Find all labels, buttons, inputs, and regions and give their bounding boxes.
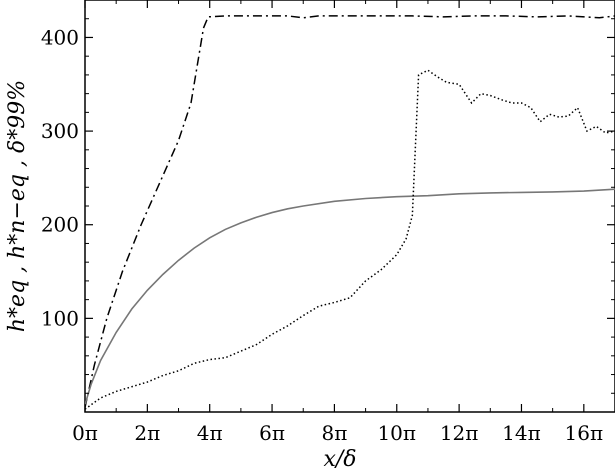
series-line-solid — [85, 188, 615, 405]
x-ticks: 0π 2π 4π 6π 8π 10π 12π 14π 16π — [72, 0, 603, 445]
x-tick-label: 2π — [134, 421, 160, 445]
x-tick-label: 4π — [197, 421, 223, 445]
x-tick-label: 0π — [72, 421, 98, 445]
x-tick-label: 14π — [502, 421, 541, 445]
y-tick-label: 400 — [41, 25, 79, 49]
series-line-dash-dot — [85, 15, 615, 408]
series-line-dotted — [85, 69, 615, 410]
y-ticks: 100 200 300 400 — [41, 18, 615, 394]
x-tick-label: 6π — [259, 421, 285, 445]
x-tick-label: 8π — [321, 421, 347, 445]
plot-frame — [84, 0, 615, 413]
y-tick-label: 200 — [41, 213, 79, 237]
series-layer — [85, 15, 615, 410]
x-tick-label: 16π — [565, 421, 604, 445]
x-tick-label: 10π — [377, 421, 416, 445]
x-tick-label: 12π — [440, 421, 479, 445]
x-axis-label: x/δ — [323, 447, 356, 472]
y-tick-label: 300 — [41, 119, 79, 143]
y-tick-label: 100 — [41, 306, 79, 330]
y-axis-label: h*eq , h*n−eq , δ*99% — [5, 80, 30, 332]
